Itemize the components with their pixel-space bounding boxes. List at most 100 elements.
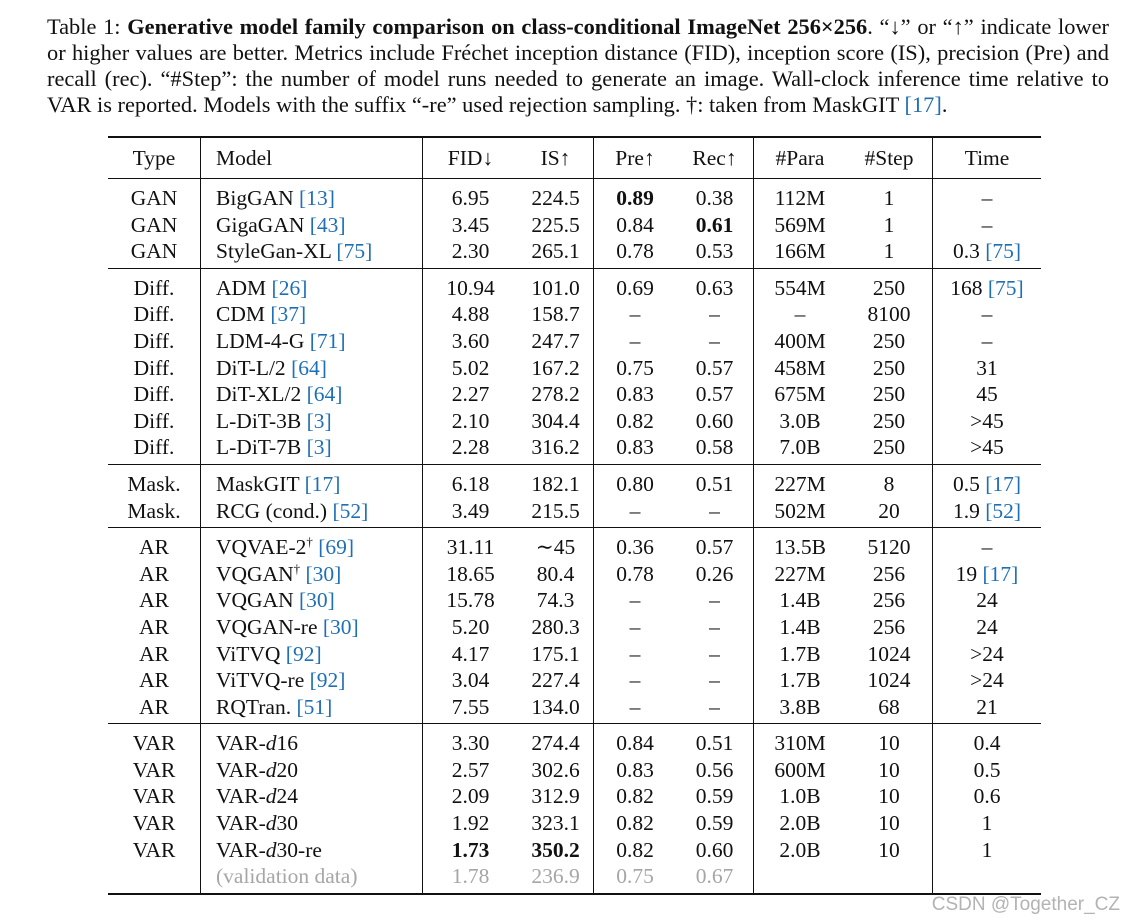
model-name: VAR-: [216, 784, 266, 809]
step-value: 10: [878, 731, 900, 756]
cell-pre: 0.82: [594, 408, 677, 435]
cell-pre: 0.82: [594, 810, 677, 837]
citation-link[interactable]: [3]: [306, 435, 332, 460]
model-name: VQGAN: [216, 588, 300, 613]
cell-model: LDM-4-G [71]: [200, 327, 423, 355]
citation-link[interactable]: [37]: [270, 302, 307, 327]
is-value: 225.5: [531, 212, 580, 237]
citation-link[interactable]: [92]: [285, 641, 322, 666]
is-value: 316.2: [531, 435, 580, 460]
cell-step: 8100: [846, 301, 933, 328]
rec-value: 0.60: [695, 408, 734, 433]
citation-link[interactable]: [30]: [322, 614, 359, 639]
cell-rec: –: [676, 497, 754, 528]
para-value: 2.0B: [779, 837, 821, 862]
cell-time: 21: [933, 694, 1042, 724]
step-value: 20: [878, 498, 900, 523]
cell-fid: 1.78: [423, 863, 519, 894]
citation-link[interactable]: [3]: [306, 408, 332, 433]
cell-time: –: [933, 301, 1042, 328]
is-value: 323.1: [531, 811, 580, 836]
citation-link[interactable]: [13]: [299, 186, 335, 210]
para-value: 1.7B: [779, 641, 821, 666]
cell-rec: 0.60: [676, 407, 754, 435]
is-value: 175.1: [531, 641, 580, 666]
cell-model: ViTVQ [92]: [200, 640, 423, 668]
citation-link[interactable]: [51]: [296, 694, 333, 719]
para-value: 675M: [774, 382, 826, 407]
cell-time: 1.9 [52]: [933, 498, 1042, 528]
is-value: 215.5: [531, 498, 580, 523]
cell-para: 600M: [754, 757, 847, 784]
table-row: AR VQGAN-re [30] 5.20 280.3 – – 1.4B 256 24: [108, 613, 1041, 641]
rec-value: 0.57: [695, 382, 734, 407]
pre-value: 0.83: [616, 757, 654, 782]
cell-is: 323.1: [518, 810, 594, 837]
type-value: GAN: [130, 212, 178, 237]
cell-step: 250: [846, 434, 933, 465]
citation-link[interactable]: [26]: [271, 275, 308, 300]
cell-pre: 0.89: [594, 179, 677, 212]
citation-link[interactable]: [52]: [332, 498, 369, 523]
cell-type: AR: [108, 693, 201, 724]
cell-fid: 3.49: [423, 498, 519, 528]
cell-para: 1.4B: [754, 614, 847, 641]
table-row: AR VQGAN [30] 15.78 74.3 – – 1.4B 256 24: [108, 587, 1041, 614]
citation-link[interactable]: [64]: [291, 355, 327, 380]
cell-para: 2.0B: [754, 837, 847, 864]
dagger-mark: †: [306, 533, 313, 549]
citation-link[interactable]: [71]: [309, 328, 346, 353]
citation-link[interactable]: [64]: [306, 382, 343, 407]
cell-fid: 3.45: [423, 212, 519, 239]
cell-is: 215.5: [518, 497, 594, 528]
citation-link[interactable]: [69]: [318, 535, 355, 560]
table-caption: Table 1: Generative model family compari…: [47, 14, 1109, 118]
cell-time: –: [933, 328, 1042, 355]
citation-link[interactable]: [92]: [309, 668, 346, 693]
para-value: 13.5B: [774, 535, 826, 560]
step-value: 8: [883, 471, 895, 496]
cell-fid: 2.28: [423, 434, 519, 464]
time-value: 1: [981, 811, 993, 836]
is-value: 274.4: [531, 731, 580, 756]
cell-rec: 0.61: [676, 211, 754, 239]
type-value: Diff.: [133, 355, 175, 380]
fid-value: 18.65: [446, 561, 495, 586]
citation-link[interactable]: [52]: [985, 498, 1022, 523]
table-group: GAN BigGAN [13] 6.95 224.5 0.89 0.38 112M 1– GAN…: [108, 178, 1041, 269]
step-value: 250: [872, 328, 906, 353]
cell-step: 68: [846, 693, 933, 724]
rec-value: –: [709, 694, 720, 719]
rec-value: 0.59: [695, 811, 734, 836]
cell-type: AR: [108, 667, 201, 694]
watermark: CSDN @Together_CZ: [931, 894, 1120, 915]
time-value: 21: [976, 694, 998, 719]
rec-value: –: [709, 498, 720, 523]
time-value: 1.9: [952, 498, 986, 523]
is-value: 224.5: [531, 186, 580, 210]
caption-citation[interactable]: [17]: [904, 92, 942, 117]
citation-link[interactable]: [30]: [299, 588, 335, 613]
citation-link[interactable]: [30]: [305, 561, 342, 586]
citation-link[interactable]: [43]: [309, 212, 346, 237]
cell-time: 1: [933, 837, 1042, 864]
cell-model: ADM [26]: [200, 267, 423, 302]
citation-link[interactable]: [17]: [985, 471, 1022, 496]
model-suffix: 24: [276, 784, 299, 809]
citation-link[interactable]: [75]: [987, 275, 1024, 300]
cell-fid: 18.65: [423, 561, 519, 588]
rec-value: 0.59: [695, 784, 734, 809]
table-row: Diff. DiT-XL/2 [64] 2.27 278.2 0.83 0.57 675M 2…: [108, 381, 1041, 408]
para-value: 2.0B: [779, 811, 821, 836]
cell-time: >45: [933, 434, 1042, 464]
step-value: 250: [872, 435, 906, 460]
citation-link[interactable]: [17]: [304, 471, 341, 496]
citation-link[interactable]: [75]: [336, 239, 373, 264]
type-value: Mask.: [127, 471, 181, 496]
cell-para: 227M: [753, 463, 846, 498]
table-row: Diff. CDM [37] 4.88 158.7 – – – 8100 –: [108, 301, 1041, 328]
citation-link[interactable]: [17]: [982, 561, 1019, 586]
cell-is: 101.0: [518, 267, 594, 302]
step-value: 250: [872, 355, 906, 380]
citation-link[interactable]: [75]: [985, 239, 1022, 264]
